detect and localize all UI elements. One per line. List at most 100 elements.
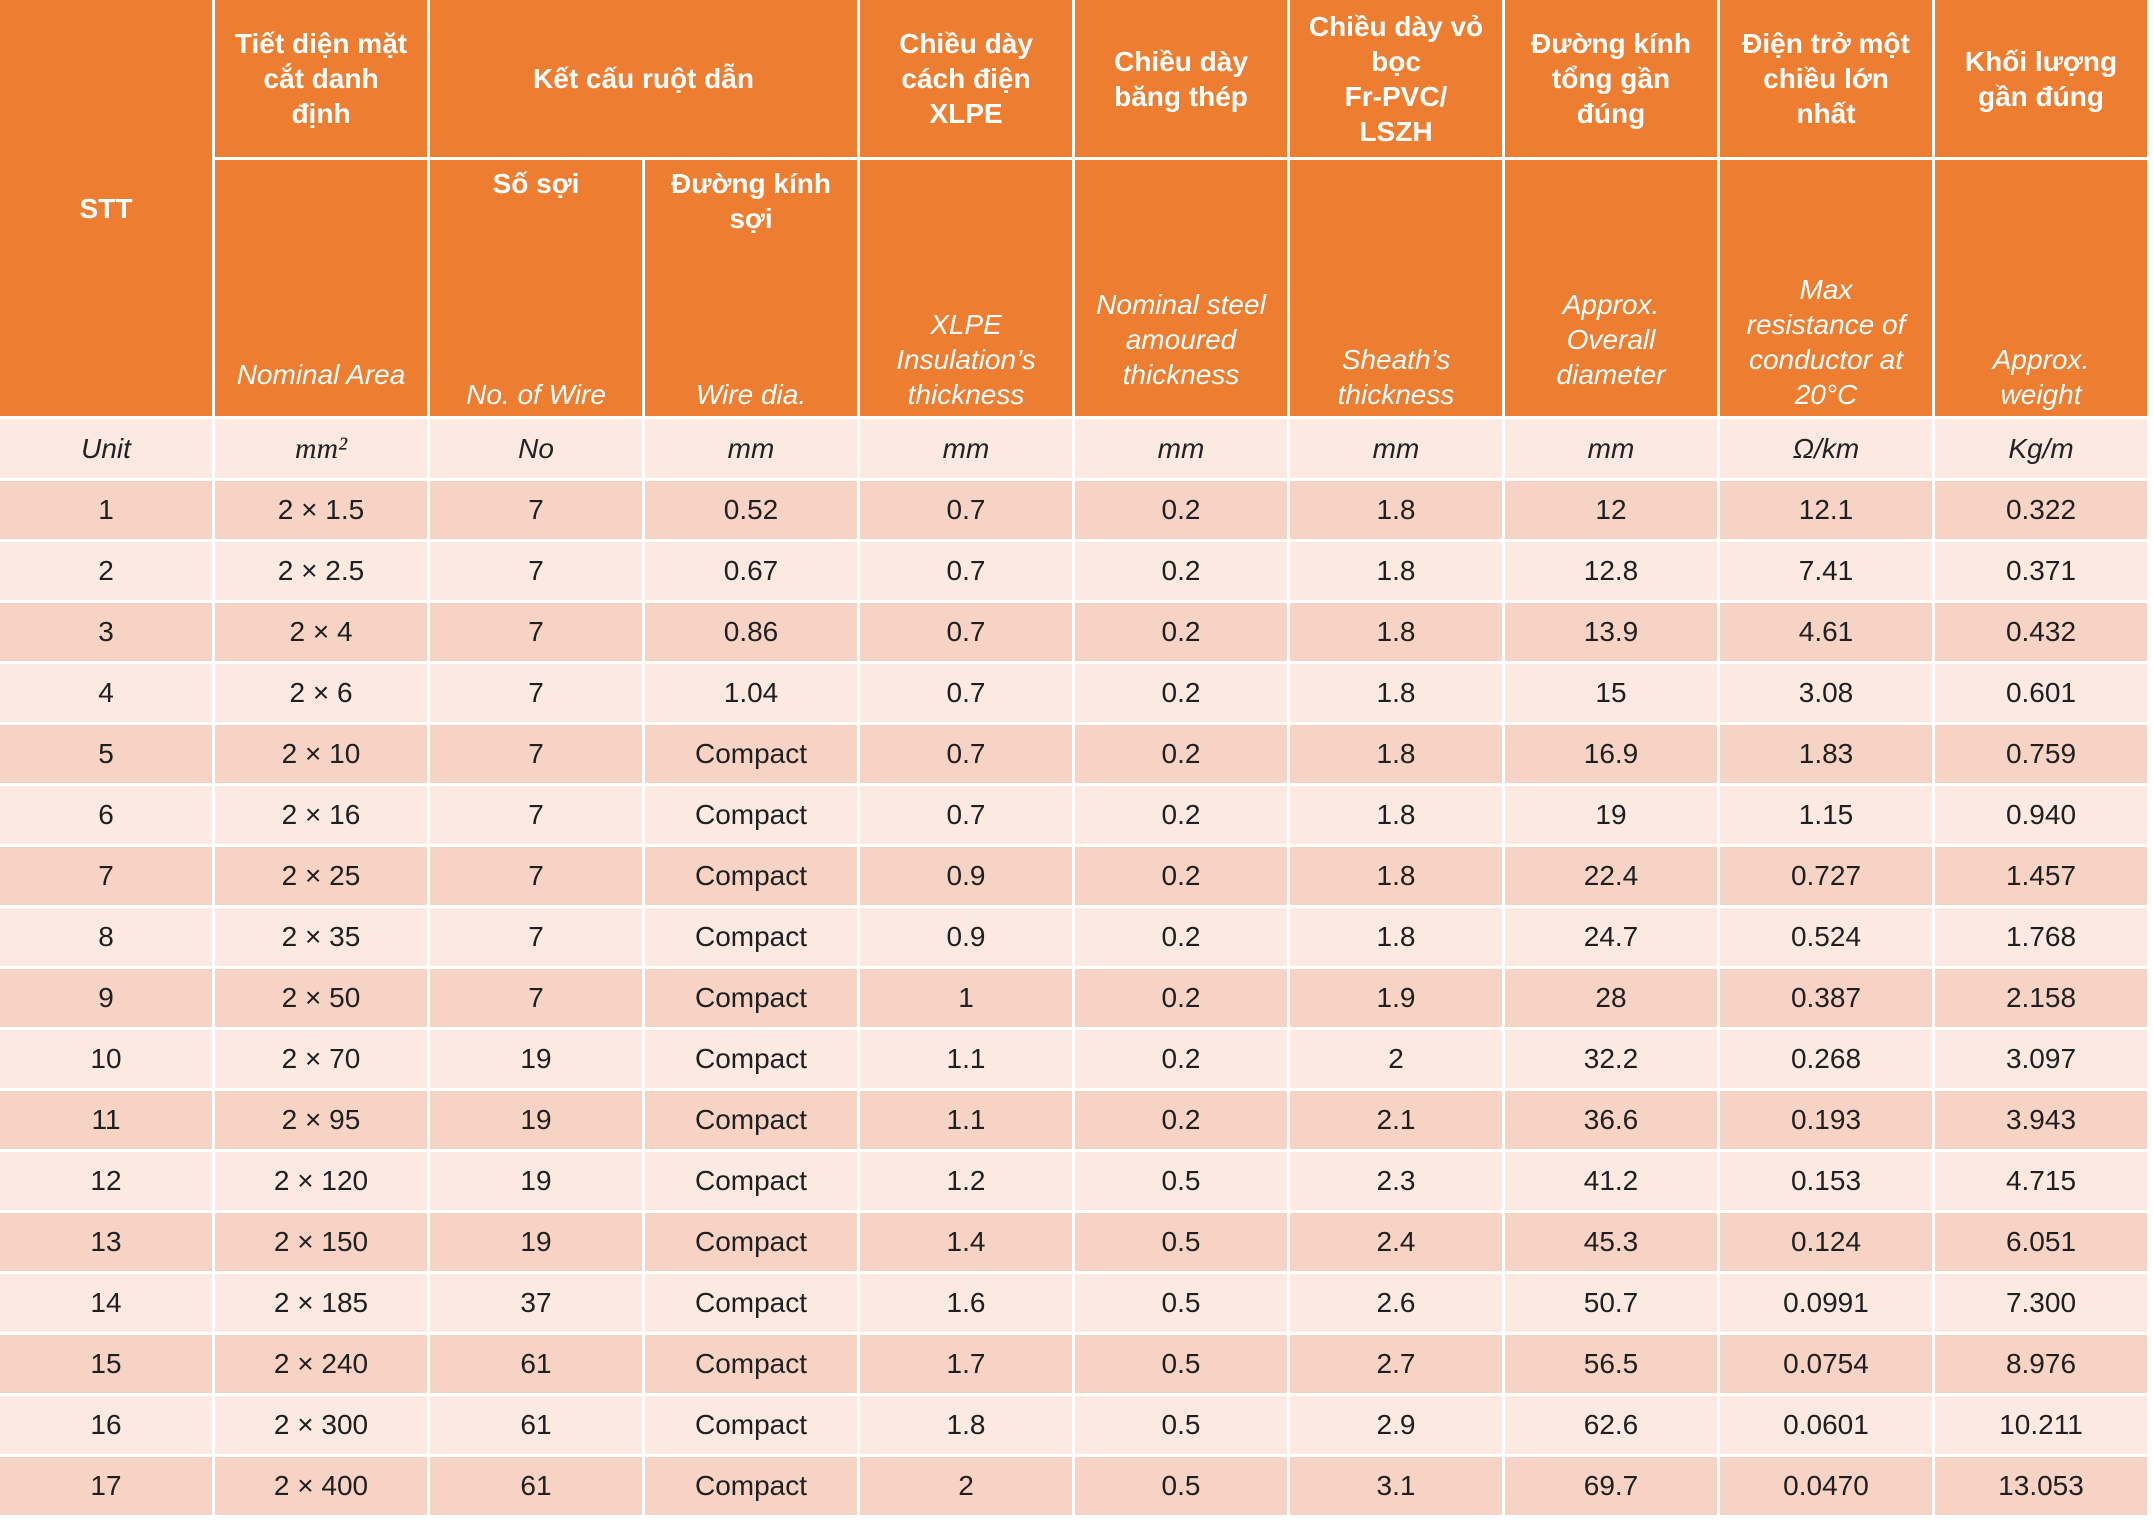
cell-insulation-thickness: 1 (860, 969, 1072, 1027)
cell-steel-tape-thickness: 0.2 (1075, 908, 1287, 966)
unit-max-resistance: Ω/km (1720, 419, 1932, 478)
cell-nominal-area: 2 × 25 (215, 847, 427, 905)
unit-wire-dia: mm (645, 419, 857, 478)
cell-insulation-thickness: 1.7 (860, 1335, 1072, 1393)
cell-insulation-thickness: 1.8 (860, 1396, 1072, 1454)
cell-overall-diameter: 36.6 (1505, 1091, 1717, 1149)
cell-no-of-wire: 61 (430, 1457, 642, 1515)
cell-no-of-wire: 19 (430, 1213, 642, 1271)
cell-overall-diameter: 15 (1505, 664, 1717, 722)
cell-sheath-thickness: 2.4 (1290, 1213, 1502, 1271)
cell-nominal-area: 2 × 6 (215, 664, 427, 722)
cell-wire-dia: 0.52 (645, 481, 857, 539)
header-overall-diameter: Đường kính tổng gần đúng (1505, 0, 1717, 157)
weight-label-vi: Khối lượng gần đúng (1964, 45, 2118, 112)
resistance-label-en: Max resistance of conductor at 20°C (1746, 274, 1906, 410)
cell-wire-dia: Compact (645, 1396, 857, 1454)
cell-no-of-wire: 7 (430, 481, 642, 539)
cell-nominal-area: 2 × 120 (215, 1152, 427, 1210)
cell-nominal-area: 2 × 2.5 (215, 542, 427, 600)
subheader-no-of-wire: Số sợi No. of Wire (430, 160, 642, 416)
cell-max-resistance: 0.124 (1720, 1213, 1932, 1271)
cell-wire-dia: Compact (645, 969, 857, 1027)
header-insulation-thickness: Chiều dày cách điện XLPE (860, 0, 1072, 157)
cell-weight: 1.457 (1935, 847, 2147, 905)
cell-nominal-area: 2 × 70 (215, 1030, 427, 1088)
cell-stt: 16 (0, 1396, 212, 1454)
cell-insulation-thickness: 0.7 (860, 786, 1072, 844)
cell-max-resistance: 1.83 (1720, 725, 1932, 783)
cell-max-resistance: 4.61 (1720, 603, 1932, 661)
cell-stt: 10 (0, 1030, 212, 1088)
cell-no-of-wire: 7 (430, 725, 642, 783)
steel-tape-label-vi: Chiều dày băng thép (1114, 45, 1248, 112)
cell-steel-tape-thickness: 0.2 (1075, 603, 1287, 661)
cell-sheath-thickness: 1.8 (1290, 603, 1502, 661)
cell-weight: 0.432 (1935, 603, 2147, 661)
unit-overall-diameter: mm (1505, 419, 1717, 478)
cell-max-resistance: 0.193 (1720, 1091, 1932, 1149)
cell-nominal-area: 2 × 150 (215, 1213, 427, 1271)
cell-wire-dia: Compact (645, 1457, 857, 1515)
nominal-area-label-vi: Tiết diện mặt cắt danh định (234, 28, 408, 129)
cell-sheath-thickness: 2.9 (1290, 1396, 1502, 1454)
header-max-resistance: Điện trở một chiều lớn nhất (1720, 0, 1932, 157)
cell-no-of-wire: 7 (430, 908, 642, 966)
unit-insulation-thickness: mm (860, 419, 1072, 478)
cell-max-resistance: 1.15 (1720, 786, 1932, 844)
cell-steel-tape-thickness: 0.2 (1075, 847, 1287, 905)
resistance-label-vi: Điện trở một chiều lớn nhất (1742, 28, 1910, 129)
cell-nominal-area: 2 × 400 (215, 1457, 427, 1515)
cell-wire-dia: 1.04 (645, 664, 857, 722)
cell-wire-dia: Compact (645, 1213, 857, 1271)
cell-max-resistance: 0.268 (1720, 1030, 1932, 1088)
cell-insulation-thickness: 0.7 (860, 481, 1072, 539)
cell-overall-diameter: 12 (1505, 481, 1717, 539)
cell-overall-diameter: 22.4 (1505, 847, 1717, 905)
cell-max-resistance: 7.41 (1720, 542, 1932, 600)
cell-no-of-wire: 7 (430, 969, 642, 1027)
cell-max-resistance: 0.0754 (1720, 1335, 1932, 1393)
cell-steel-tape-thickness: 0.5 (1075, 1396, 1287, 1454)
cell-wire-dia: Compact (645, 1030, 857, 1088)
cell-wire-dia: 0.67 (645, 542, 857, 600)
cell-weight: 0.322 (1935, 481, 2147, 539)
cell-wire-dia: Compact (645, 1152, 857, 1210)
insulation-label-en: XLPE Insulation’s thickness (896, 309, 1036, 410)
weight-label-en: Approx. weight (1992, 344, 2090, 410)
cell-sheath-thickness: 2.6 (1290, 1274, 1502, 1332)
cell-sheath-thickness: 1.8 (1290, 664, 1502, 722)
cell-max-resistance: 0.153 (1720, 1152, 1932, 1210)
cell-weight: 0.371 (1935, 542, 2147, 600)
cell-weight: 1.768 (1935, 908, 2147, 966)
steel-tape-label-en: Nominal steel amoured thickness (1096, 289, 1266, 390)
subheader-nominal-area: Nominal Area (215, 160, 427, 416)
unit-no-of-wire: No (430, 419, 642, 478)
cell-sheath-thickness: 1.8 (1290, 847, 1502, 905)
cell-insulation-thickness: 0.7 (860, 725, 1072, 783)
cell-insulation-thickness: 1.4 (860, 1213, 1072, 1271)
subheader-max-resistance: Max resistance of conductor at 20°C (1720, 160, 1932, 416)
cell-no-of-wire: 7 (430, 786, 642, 844)
unit-weight: Kg/m (1935, 419, 2147, 478)
cell-insulation-thickness: 1.1 (860, 1091, 1072, 1149)
cell-overall-diameter: 28 (1505, 969, 1717, 1027)
cell-weight: 8.976 (1935, 1335, 2147, 1393)
cell-sheath-thickness: 1.8 (1290, 481, 1502, 539)
cell-max-resistance: 0.0601 (1720, 1396, 1932, 1454)
cell-no-of-wire: 37 (430, 1274, 642, 1332)
cell-nominal-area: 2 × 1.5 (215, 481, 427, 539)
cell-steel-tape-thickness: 0.2 (1075, 542, 1287, 600)
wire-dia-label-en: Wire dia. (695, 379, 807, 410)
cell-nominal-area: 2 × 10 (215, 725, 427, 783)
sheath-label-vi: Chiều dày vỏ bọc Fr-PVC/ LSZH (1308, 10, 1484, 147)
subheader-steel-tape-thickness: Nominal steel amoured thickness (1075, 160, 1287, 416)
cell-weight: 6.051 (1935, 1213, 2147, 1271)
cell-overall-diameter: 69.7 (1505, 1457, 1717, 1515)
cell-wire-dia: Compact (645, 725, 857, 783)
cell-no-of-wire: 19 (430, 1030, 642, 1088)
cell-nominal-area: 2 × 50 (215, 969, 427, 1027)
subheader-weight: Approx. weight (1935, 160, 2147, 416)
cell-sheath-thickness: 2 (1290, 1030, 1502, 1088)
